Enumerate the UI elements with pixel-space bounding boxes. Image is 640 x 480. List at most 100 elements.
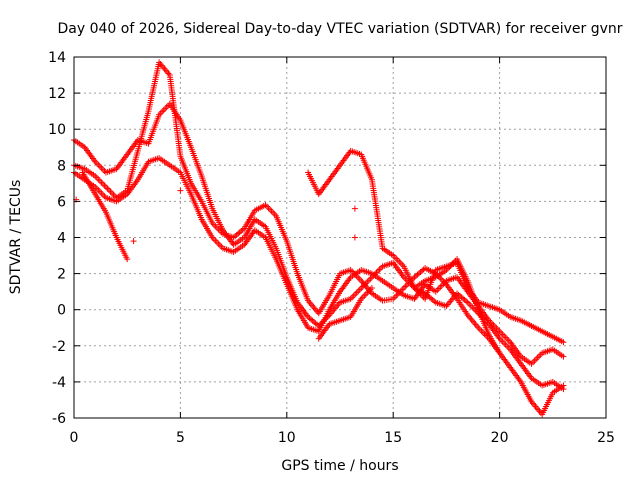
data-point [533, 356, 540, 363]
data-point [351, 234, 358, 241]
data-point [98, 179, 105, 186]
data-point [163, 104, 170, 111]
data-point [560, 386, 567, 393]
data-point [530, 359, 537, 366]
series-track-5 [79, 169, 131, 263]
data-point [107, 188, 114, 195]
x-tick-label: 20 [491, 430, 509, 446]
data-point [213, 224, 220, 231]
data-point [470, 318, 476, 325]
y-tick-label: -6 [52, 411, 66, 427]
x-axis-label: GPS time / hours [281, 458, 398, 474]
data-point [95, 161, 102, 168]
data-point [356, 276, 363, 283]
data-point [213, 239, 220, 246]
data-point [130, 238, 137, 245]
data-point [367, 275, 374, 282]
x-tick-label: 5 [176, 430, 185, 446]
data-point [216, 242, 223, 249]
data-point [159, 108, 166, 115]
data-point [361, 292, 368, 299]
data-point [533, 405, 540, 412]
data-point [391, 254, 398, 261]
data-point [160, 64, 167, 71]
data-point [536, 408, 543, 415]
data-point [177, 187, 184, 194]
data-point [102, 183, 109, 190]
data-point [164, 68, 171, 75]
data-point [109, 190, 115, 197]
data-point [311, 305, 318, 312]
data-point [478, 327, 485, 334]
data-point [365, 277, 372, 284]
data-point [475, 324, 482, 331]
data-point [447, 298, 454, 305]
grid [74, 57, 606, 418]
chart-title: Day 040 of 2026, Sidereal Day-to-day VTE… [57, 21, 622, 37]
data-point [307, 300, 314, 307]
data-points [71, 59, 567, 418]
data-point [350, 292, 357, 299]
data-point [158, 62, 165, 69]
data-point [536, 353, 543, 360]
data-point [560, 353, 567, 360]
data-point [270, 209, 277, 216]
data-point [434, 287, 441, 294]
data-point [531, 401, 538, 408]
data-point [467, 302, 474, 309]
data-point [352, 291, 359, 298]
data-point [368, 285, 375, 292]
data-point [496, 350, 503, 357]
data-point [468, 316, 475, 323]
y-tick-label: 6 [57, 194, 66, 210]
x-tick-label: 15 [384, 430, 402, 446]
data-point [267, 206, 274, 213]
axis-ticks: 0 5 10 15 20 25 -6 -4 -2 0 2 4 6 8 10 12 14 [48, 50, 615, 446]
series-track-2 [71, 100, 567, 393]
series-track-4 [305, 147, 567, 346]
data-point [268, 208, 275, 215]
data-point [355, 288, 362, 295]
data-point [393, 255, 400, 262]
series-track-7 [411, 256, 503, 357]
data-point [534, 354, 541, 361]
data-point [467, 315, 474, 322]
y-tick-label: 4 [57, 231, 66, 247]
data-point [95, 176, 102, 183]
data-point [444, 301, 451, 308]
data-point [162, 105, 169, 112]
y-tick-label: 10 [48, 122, 66, 138]
data-point [124, 256, 131, 263]
x-tick-label: 25 [597, 430, 615, 446]
data-point [476, 326, 483, 333]
y-axis-label: SDTVAR / TECUs [8, 180, 24, 295]
data-point [466, 301, 473, 308]
data-point [215, 240, 222, 247]
data-point [376, 266, 383, 273]
data-point [212, 237, 219, 244]
data-point [437, 284, 444, 291]
data-point [396, 258, 403, 265]
y-tick-label: 8 [57, 158, 66, 174]
data-point [353, 289, 360, 296]
data-point [96, 177, 103, 184]
data-point [98, 190, 105, 197]
series-isolated [73, 187, 358, 245]
data-point [400, 285, 407, 292]
x-tick-label: 0 [70, 430, 79, 446]
data-point [351, 205, 358, 212]
series-track-1 [71, 59, 567, 418]
data-point [560, 339, 567, 346]
y-tick-label: -2 [52, 339, 66, 355]
y-tick-label: 12 [48, 86, 66, 102]
data-point [161, 65, 168, 72]
data-point [402, 283, 409, 290]
data-point [162, 67, 169, 74]
data-point [532, 403, 539, 410]
data-point [264, 203, 271, 210]
data-point [160, 107, 167, 114]
series-track-3 [71, 155, 567, 367]
data-point [96, 163, 103, 170]
data-point [101, 182, 108, 189]
